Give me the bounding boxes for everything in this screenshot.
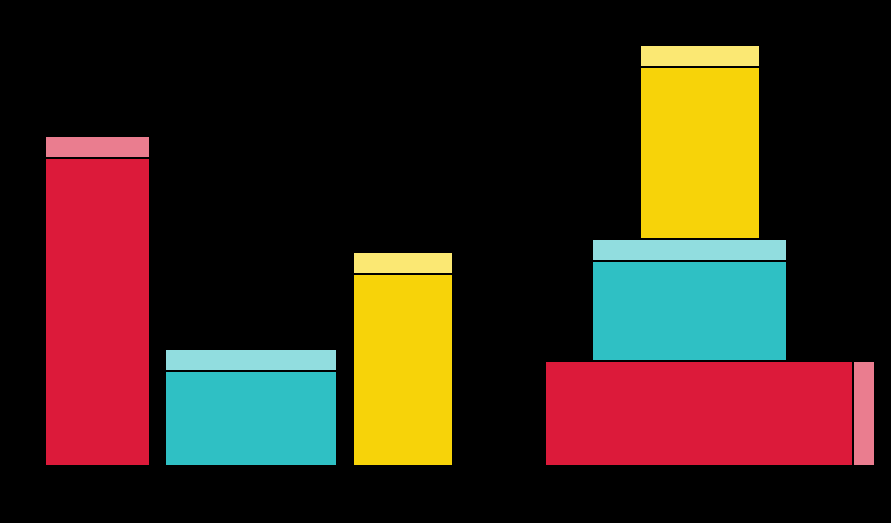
left-bar-yellow-cap — [353, 252, 453, 274]
chart-stage — [0, 0, 891, 523]
stack-teal-cap — [592, 239, 787, 261]
left-bar-red-main — [45, 158, 150, 466]
left-bar-teal-main — [165, 371, 337, 466]
stack-teal-main — [592, 261, 787, 361]
left-bar-yellow-main — [353, 274, 453, 466]
stack-red-cap — [853, 361, 875, 466]
stack-yellow-cap — [640, 45, 760, 67]
left-bar-teal-cap — [165, 349, 337, 371]
left-bar-red-cap — [45, 136, 150, 158]
stack-yellow-main — [640, 67, 760, 239]
stack-red-main — [545, 361, 853, 466]
